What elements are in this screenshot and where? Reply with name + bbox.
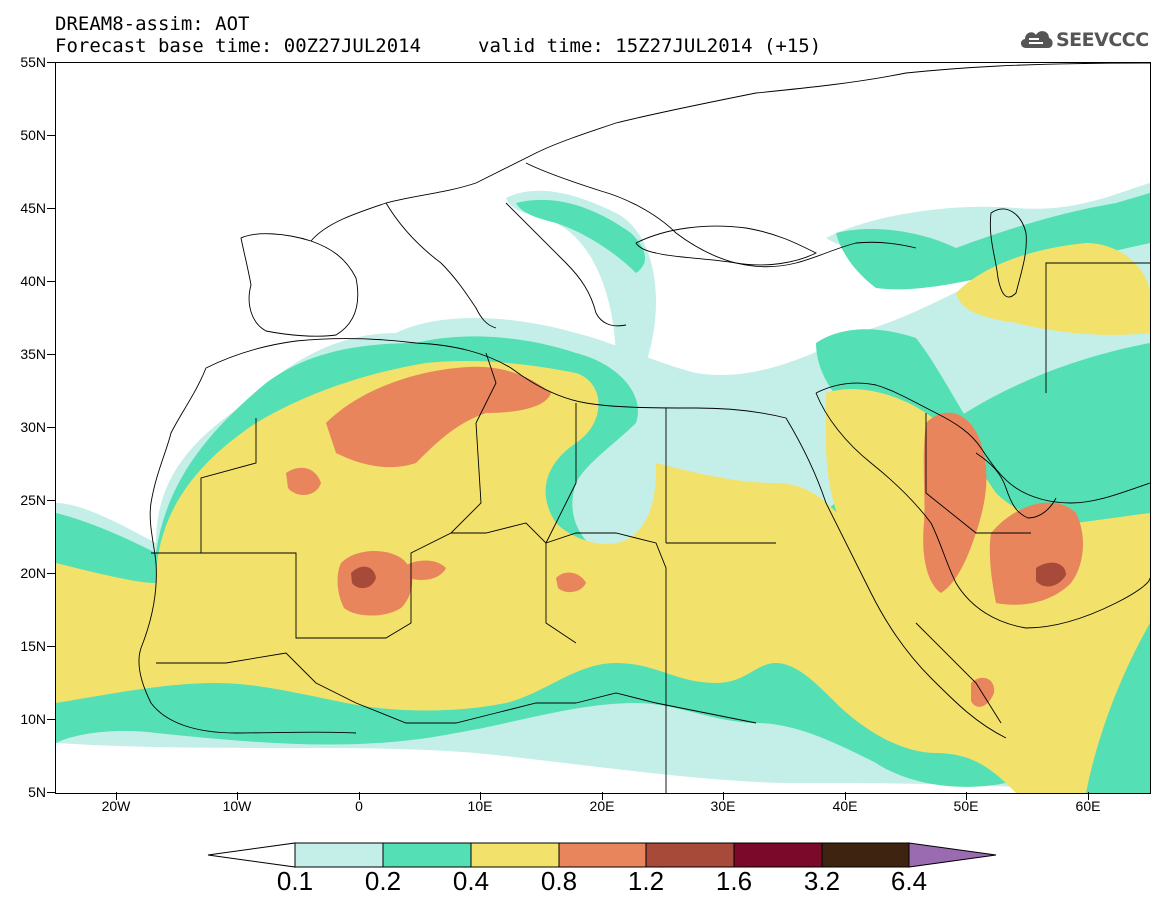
aot-level-0.8-chad	[556, 572, 586, 593]
lon-label: 10E	[467, 798, 493, 814]
lat-label: 10N	[20, 711, 46, 727]
aot-level-1.2-mali	[351, 566, 376, 589]
aot-level-0.8-spot	[286, 467, 321, 495]
lat-tick	[47, 719, 55, 720]
lat-label: 30N	[20, 419, 46, 435]
lon-label: 30E	[710, 798, 736, 814]
lon-tick	[116, 792, 117, 800]
lon-label: 10W	[222, 798, 252, 814]
colorbar-label: 1.6	[715, 866, 753, 896]
lat-tick	[47, 646, 55, 647]
colorbar-label: 1.2	[627, 866, 665, 896]
aot-level-0.2-caspian	[836, 193, 1150, 290]
colorbar-bin	[470, 842, 560, 868]
lon-tick	[602, 792, 603, 800]
colorbar-arrow-high	[908, 842, 997, 868]
aot-level-0.8-west	[326, 366, 551, 468]
aot-level-0.2-balkans	[516, 199, 646, 273]
lat-label: 5N	[28, 784, 46, 800]
lat-tick	[47, 62, 55, 63]
map-title: DREAM8-assim: AOT	[55, 13, 250, 35]
aot-level-0.4-arabia	[826, 389, 1150, 657]
lon-tick	[966, 792, 967, 800]
aot-level-0.4	[56, 361, 1150, 793]
base-time-label: Forecast base time: 00Z27JUL2014	[55, 35, 422, 57]
lat-label: 55N	[20, 54, 46, 70]
lat-tick	[47, 500, 55, 501]
aot-level-0.4-caspian	[956, 243, 1150, 335]
colorbar-arrow-low	[207, 842, 296, 868]
lat-tick	[47, 427, 55, 428]
lon-tick	[359, 792, 360, 800]
colorbar-label: 3.2	[803, 866, 841, 896]
lat-label: 45N	[20, 200, 46, 216]
lat-tick	[47, 354, 55, 355]
aot-map	[55, 62, 1151, 794]
lat-label: 50N	[20, 127, 46, 143]
lon-tick	[480, 792, 481, 800]
lon-label: 20E	[589, 798, 615, 814]
lon-tick	[1088, 792, 1089, 800]
colorbar-label: 0.8	[540, 866, 578, 896]
lon-label: 50E	[953, 798, 979, 814]
colorbar-bin	[558, 842, 647, 868]
lon-tick	[723, 792, 724, 800]
logo-text: SEEVCCC	[1056, 29, 1149, 51]
lat-label: 20N	[20, 565, 46, 581]
lat-tick	[47, 792, 55, 793]
lon-tick	[237, 792, 238, 800]
aot-level-0.8-mali	[337, 551, 413, 616]
lon-tick	[845, 792, 846, 800]
lat-tick	[47, 208, 55, 209]
lat-label: 40N	[20, 273, 46, 289]
lon-label: 40E	[832, 798, 858, 814]
lon-label: 60E	[1075, 798, 1101, 814]
lat-tick	[47, 135, 55, 136]
lat-label: 25N	[20, 492, 46, 508]
lat-tick	[47, 573, 55, 574]
lat-tick	[47, 281, 55, 282]
colorbar-bin	[645, 842, 735, 868]
colorbar-bin	[733, 842, 823, 868]
valid-time-label: valid time: 15Z27JUL2014 (+15)	[478, 35, 822, 57]
aot-field	[56, 183, 1150, 793]
colorbar-label: 0.4	[452, 866, 490, 896]
colorbar-bin	[294, 842, 384, 868]
aot-level-0.8-arabia	[923, 412, 987, 593]
colorbar	[207, 842, 997, 868]
lon-label: 0	[355, 798, 363, 814]
aot-level-1.2-oman	[1036, 562, 1066, 587]
colorbar-label: 6.4	[890, 866, 928, 896]
colorbar-label: 0.1	[276, 866, 314, 896]
lon-label: 20W	[101, 798, 131, 814]
seevccc-logo: SEEVCCC	[1018, 24, 1153, 56]
coastlines-borders	[138, 63, 1150, 793]
colorbar-label: 0.2	[364, 866, 402, 896]
aot-level-0.8-niger	[401, 560, 446, 580]
colorbar-bin	[382, 842, 472, 868]
colorbar-bin	[821, 842, 910, 868]
cloud-icon	[1020, 31, 1053, 48]
lat-label: 15N	[20, 638, 46, 654]
lat-label: 35N	[20, 346, 46, 362]
